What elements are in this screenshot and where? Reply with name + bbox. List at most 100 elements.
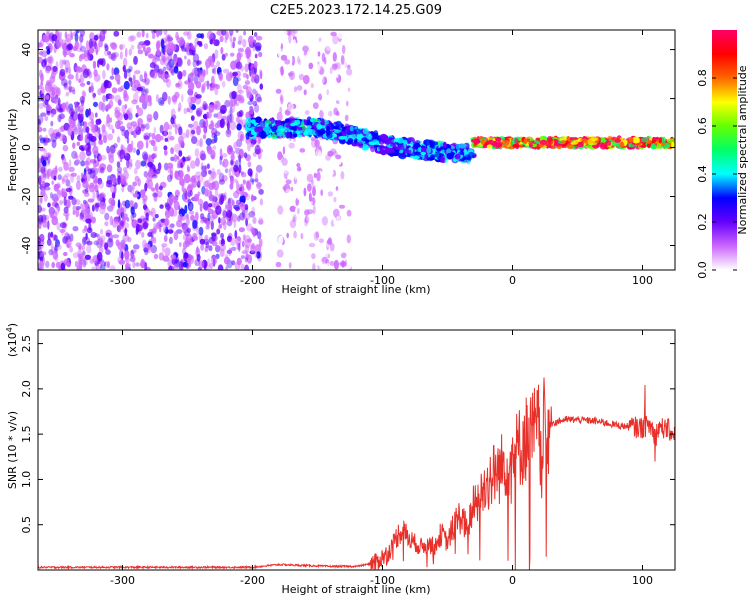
heatmap-cell	[241, 250, 248, 255]
heatmap-cell	[211, 240, 218, 247]
heatmap-cell	[61, 188, 66, 196]
heatmap-cell	[346, 234, 351, 244]
y-tick-label: 0	[20, 144, 33, 151]
heatmap-cell	[328, 110, 333, 117]
heatmap-cell	[59, 222, 67, 229]
colorbar-tick-label: 0.6	[696, 117, 709, 135]
heatmap-cell	[164, 43, 171, 53]
heatmap-cell	[200, 153, 207, 161]
heatmap-cell	[89, 258, 95, 264]
heatmap-cell	[95, 45, 99, 56]
heatmap-cell	[164, 247, 171, 257]
heatmap-cell	[38, 56, 43, 64]
heatmap-cell	[177, 213, 183, 222]
heatmap-cell	[160, 70, 166, 80]
heatmap-cell	[237, 215, 241, 222]
heatmap-cell	[169, 135, 175, 141]
heatmap-cell	[168, 130, 172, 137]
heatmap-cell	[156, 190, 163, 198]
heatmap-cell	[146, 46, 151, 54]
heatmap-cell	[486, 144, 493, 149]
heatmap-cell	[307, 183, 312, 192]
heatmap-cell	[203, 180, 210, 188]
heatmap-cell	[329, 66, 333, 75]
heatmap-cell	[225, 265, 228, 270]
heatmap-cell	[203, 261, 207, 270]
heatmap-cell	[349, 125, 354, 132]
heatmap-cell	[192, 219, 198, 229]
heatmap-cell	[254, 42, 262, 51]
heatmap-cell	[244, 63, 249, 73]
heatmap-cell	[114, 109, 121, 119]
heatmap-cell	[226, 235, 233, 243]
heatmap-cell	[280, 120, 286, 125]
heatmap-cell	[143, 94, 150, 104]
heatmap-cell	[238, 227, 245, 233]
heatmap-cell	[209, 56, 213, 66]
heatmap-cell	[305, 200, 309, 209]
heatmap-cell	[423, 154, 428, 161]
heatmap-cell	[97, 233, 101, 241]
heatmap-cell	[109, 175, 114, 181]
heatmap-cell	[65, 199, 71, 209]
heatmap-cell	[88, 222, 92, 231]
heatmap-cell	[75, 71, 79, 82]
heatmap-cell	[123, 222, 130, 229]
heatmap-cell	[100, 228, 103, 235]
heatmap-cell	[224, 52, 228, 57]
heatmap-cell	[325, 251, 329, 258]
heatmap-cell	[344, 114, 349, 122]
heatmap-cell	[310, 136, 316, 142]
heatmap-cell	[139, 98, 144, 103]
heatmap-cell	[121, 251, 124, 260]
heatmap-cell	[164, 74, 171, 79]
heatmap-cell	[140, 124, 145, 132]
heatmap-cell	[238, 154, 242, 163]
heatmap-cell	[116, 136, 121, 143]
heatmap-cell	[51, 180, 54, 185]
heatmap-cell	[198, 198, 203, 206]
heatmap-cell	[247, 122, 251, 128]
heatmap-cell	[236, 114, 243, 125]
heatmap-cell	[180, 162, 183, 167]
heatmap-cell	[87, 198, 95, 203]
heatmap-cell	[296, 190, 301, 200]
heatmap-cell	[347, 124, 351, 131]
heatmap-cell	[117, 199, 121, 209]
heatmap-cell	[247, 168, 253, 177]
heatmap-cell	[124, 104, 128, 109]
heatmap-cell	[68, 66, 72, 76]
heatmap-cell	[287, 173, 294, 180]
heatmap-cell	[252, 100, 258, 107]
heatmap-cell	[205, 225, 211, 230]
heatmap-cell	[173, 200, 180, 211]
heatmap-cell	[69, 30, 73, 39]
heatmap-cell	[169, 207, 175, 217]
heatmap-cell	[403, 139, 408, 145]
heatmap-cell	[254, 178, 259, 183]
heatmap-cell	[440, 156, 445, 163]
heatmap-cell	[126, 217, 130, 222]
heatmap-cell	[238, 89, 244, 94]
heatmap-cell	[277, 125, 284, 132]
heatmap-cell	[346, 68, 353, 76]
heatmap-cell	[412, 155, 420, 160]
heatmap-cell	[46, 56, 52, 64]
heatmap-cell	[140, 215, 146, 220]
heatmap-cell	[99, 202, 107, 210]
heatmap-cell	[48, 42, 52, 48]
heatmap-cell	[106, 63, 110, 71]
heatmap-cell	[322, 95, 326, 106]
heatmap-cell	[318, 260, 323, 268]
heatmap-cell	[650, 143, 657, 150]
heatmap-cell	[59, 113, 65, 120]
heatmap-cell	[249, 107, 254, 115]
heatmap-cell	[124, 256, 130, 264]
heatmap-cell	[101, 124, 106, 133]
heatmap-cell	[346, 217, 352, 227]
heatmap-cell	[69, 53, 75, 58]
heatmap-cell	[255, 93, 262, 102]
heatmap-cell	[38, 214, 44, 223]
heatmap-cell	[46, 48, 51, 55]
heatmap-cell	[254, 104, 260, 113]
